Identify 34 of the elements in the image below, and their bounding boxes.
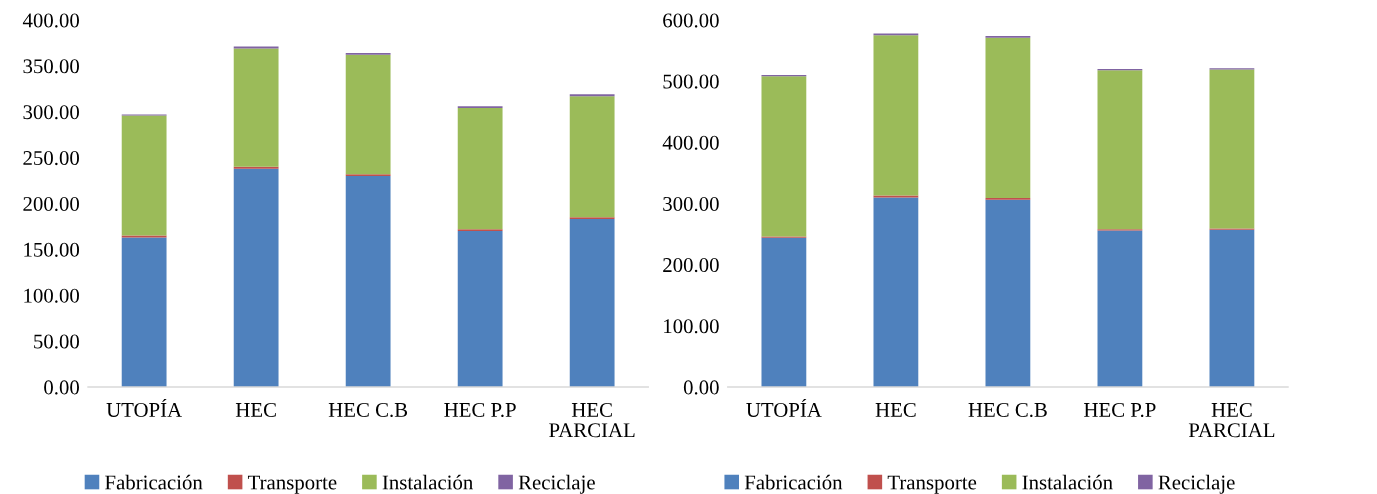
legend-label: Fabricación (105, 474, 203, 490)
y-tick-label: 350.00 (23, 59, 79, 74)
x-tick-label: HEC (235, 402, 276, 417)
y-tick-label: 200.00 (23, 196, 79, 212)
y-tick-label: 600.00 (663, 13, 719, 28)
legend-label: Reciclaje (1158, 474, 1235, 494)
legend-label: Instalación (382, 474, 473, 490)
x-tick-label: UTOPÍA (106, 398, 182, 417)
y-tick-label: 150.00 (24, 242, 79, 257)
x-tick-label: UTOPÍA (746, 398, 822, 417)
y-tick-label: 300.00 (23, 105, 79, 120)
y-tick-label: 0.00 (683, 380, 719, 395)
legend-label: Instalación (1022, 474, 1113, 490)
x-tick-label: HEC C.B (328, 402, 408, 418)
y-tick-label: 400.00 (662, 135, 719, 150)
x-tick-label: HEC PARCIAL (549, 402, 635, 438)
x-tick-label: HEC (875, 402, 916, 417)
x-tick-label: HEC PARCIAL (1188, 402, 1275, 438)
y-tick-label: 100.00 (664, 319, 719, 334)
y-tick-label: 300.00 (663, 196, 719, 212)
legend-label: Transporte (887, 475, 977, 494)
y-tick-label: 50.00 (34, 334, 79, 349)
x-tick-label: HEC P.P (1084, 402, 1156, 418)
legend-label: Transporte (247, 475, 337, 494)
x-tick-label: HEC C.B (968, 402, 1047, 418)
y-tick-label: 100.00 (24, 288, 79, 303)
y-tick-label: 400.00 (22, 13, 79, 28)
y-tick-label: 200.00 (663, 258, 719, 273)
y-tick-label: 250.00 (23, 151, 79, 166)
y-tick-label: 0.00 (44, 380, 79, 395)
legend-label: Reciclaje (518, 474, 595, 494)
x-tick-label: HEC P.P (444, 402, 516, 418)
legend-label: Fabricación (744, 474, 843, 490)
y-tick-label: 500.00 (663, 74, 719, 89)
